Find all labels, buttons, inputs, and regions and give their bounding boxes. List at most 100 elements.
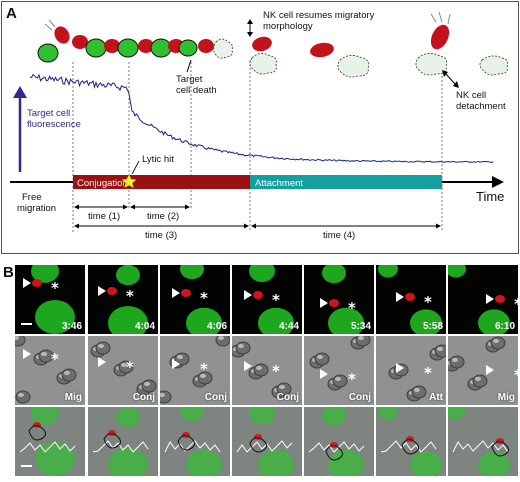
scale-bar (21, 465, 32, 467)
brightfield-frame: Conj * (304, 336, 374, 405)
state-label: Mig (64, 392, 82, 403)
arrow-head-icon (13, 86, 27, 98)
cells-illustration (232, 341, 292, 399)
state-label: Conj (204, 392, 227, 403)
arrowhead-icon (244, 290, 252, 300)
target-marker-icon: * (348, 299, 356, 317)
target-marker-icon: * (348, 370, 356, 388)
fluorescence-frame: * 4:44 (232, 265, 302, 334)
arrowhead-icon (396, 292, 404, 302)
interval-arrows (75, 206, 440, 227)
cells-illustration (322, 265, 364, 334)
arrowhead-icon (23, 278, 31, 288)
target-marker-icon: * (51, 279, 59, 297)
arrowhead-icon (172, 288, 180, 298)
target-marker-icon: * (51, 350, 59, 368)
arrowhead-icon (98, 357, 106, 367)
target-marker-icon: * (126, 287, 134, 305)
cells-illustration (180, 265, 222, 334)
brightfield-frame: Conj * (160, 336, 230, 405)
target-marker-icon: * (200, 360, 208, 378)
interval-time-4: time (4) (323, 230, 355, 241)
annotation-nk-resumes-2: morphology (263, 21, 313, 32)
nk-cell-icon (138, 39, 154, 53)
nk-cell-icon (54, 26, 70, 44)
cells-illustration (236, 407, 294, 476)
brightfield-frame: Conj * (232, 336, 302, 405)
annotation-target-death-1: Target (176, 74, 203, 85)
overlay-frame (448, 407, 518, 476)
brightfield-frame: Mig * (448, 336, 518, 405)
overlay-frame (160, 407, 230, 476)
overlay-frame (376, 407, 446, 476)
arrowhead-icon (98, 286, 106, 296)
y-axis-label-line1: Target cell (27, 108, 70, 119)
overlay-frame (304, 407, 374, 476)
free-migration-label-2: migration (17, 203, 56, 214)
state-label: Conj (132, 392, 155, 403)
timestamp-label: 4:44 (278, 321, 299, 332)
target-marker-icon: * (514, 368, 518, 383)
nk-cell-icon (198, 39, 214, 53)
arrowhead-icon (244, 361, 252, 371)
cells-illustration (90, 341, 157, 396)
fluorescence-frame: * 4:04 (88, 265, 158, 334)
cells-illustration (249, 265, 294, 334)
cells-illustration (15, 336, 77, 404)
free-migration-label-1: Free (22, 192, 42, 203)
cells-illustration (19, 407, 76, 476)
annotation-lytic-hit: Lytic hit (142, 154, 174, 165)
fluorescence-frame: * 6:10 (448, 265, 518, 334)
arrowhead-icon (396, 363, 404, 373)
timestamp-label: 4:06 (206, 321, 227, 332)
cell-cartoon-row (37, 11, 509, 78)
arrowhead-icon (172, 359, 180, 369)
fluorescence-frame: * 4:06 (160, 265, 230, 334)
state-label: Conj (276, 392, 299, 403)
overlay-frame (15, 407, 85, 476)
cells-illustration (448, 265, 510, 334)
fluorescence-frame: * 5:34 (304, 265, 374, 334)
target-marker-icon: * (424, 293, 432, 311)
dead-target-icon (479, 55, 509, 76)
cells-illustration (378, 265, 442, 334)
cells-illustration (448, 336, 506, 391)
annotation-nk-detach-1: NK cell (456, 90, 486, 101)
target-marker-icon: * (514, 297, 518, 312)
lytic-hit-star-icon (120, 173, 138, 189)
timestamp-label: 4:04 (134, 321, 155, 332)
timestamp-label: 6:10 (494, 321, 515, 332)
target-marker-icon: * (200, 289, 208, 307)
cells-illustration (92, 407, 149, 476)
interval-time-1: time (1) (88, 211, 120, 222)
fluorescence-trace (29, 73, 494, 163)
timestamp-label: 3:46 (61, 321, 82, 332)
cells-illustration (164, 407, 222, 476)
state-label: Conj (348, 392, 371, 403)
arrowhead-icon (320, 369, 328, 379)
dead-target-icon (249, 53, 277, 75)
fluorescence-frame: * 3:46 (15, 265, 85, 334)
overlay-frame (232, 407, 302, 476)
interval-time-3: time (3) (145, 230, 177, 241)
brightfield-frame: Mig * (15, 336, 85, 405)
nk-cell-icon (72, 35, 88, 49)
nk-cell-icon (252, 36, 272, 52)
target-marker-icon: * (272, 362, 280, 380)
attachment-label: Attachment (255, 178, 303, 189)
target-cell-icon (150, 38, 172, 58)
cells-illustration (308, 407, 365, 476)
nk-cell-icon (310, 42, 334, 58)
brightfield-frame: Att * (376, 336, 446, 405)
annotation-nk-detach-2: detachment (456, 101, 506, 112)
conjugation-label: Conjugation (77, 178, 128, 189)
target-cell-icon (178, 39, 198, 57)
target-cell-icon (85, 38, 107, 58)
phase-guides (72, 60, 443, 232)
scale-bar (21, 323, 32, 325)
dying-target-icon (213, 38, 233, 59)
time-axis-label: Time (476, 189, 504, 204)
cells-illustration (309, 336, 371, 391)
conjugation-bar (73, 175, 250, 189)
